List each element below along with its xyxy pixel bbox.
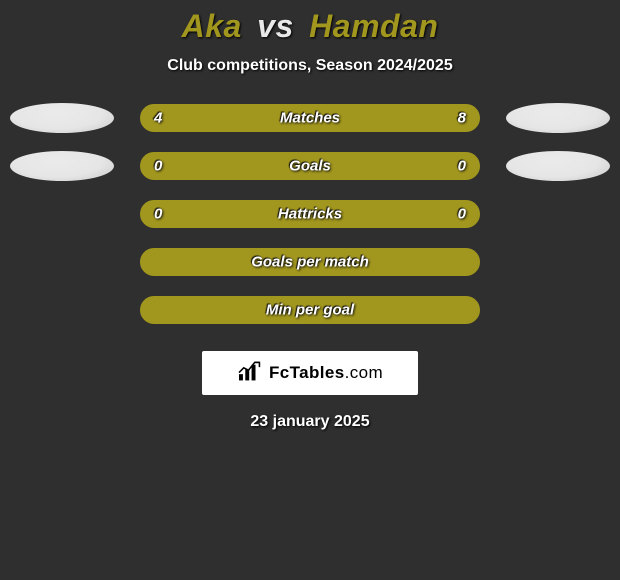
stat-left-value: 4 <box>154 110 162 127</box>
player1-name: Aka <box>182 8 242 44</box>
stat-label: Hattricks <box>278 206 342 223</box>
stats-rows: 4 8 Matches 0 0 Goals 0 0 Hattricks Goals per mat… <box>0 103 620 325</box>
stat-label: Goals per match <box>251 254 369 271</box>
brand-logo-card: FcTables.com <box>202 351 418 395</box>
stat-right-value: 0 <box>458 158 466 175</box>
stat-bar: 0 0 Goals <box>140 152 480 180</box>
stat-right-value: 0 <box>458 206 466 223</box>
player2-marker <box>506 151 610 181</box>
player2-name: Hamdan <box>309 8 438 44</box>
stat-row: Goals per match <box>0 247 620 277</box>
stat-label: Goals <box>289 158 331 175</box>
brand-text: FcTables.com <box>269 363 383 383</box>
player1-marker <box>10 151 114 181</box>
stat-left-value: 0 <box>154 158 162 175</box>
brand-tld: .com <box>345 363 383 382</box>
marker-placeholder <box>480 247 618 277</box>
stat-right-value: 8 <box>458 110 466 127</box>
marker-placeholder <box>480 199 618 229</box>
comparison-card: Aka vs Hamdan Club competitions, Season … <box>0 0 620 431</box>
stat-bar: Goals per match <box>140 248 480 276</box>
bar-fill-right <box>310 154 478 178</box>
marker-placeholder <box>480 295 618 325</box>
stat-row: 4 8 Matches <box>0 103 620 133</box>
stat-label: Min per goal <box>266 302 354 319</box>
brand-main: FcTables <box>269 363 345 382</box>
stat-row: 0 0 Hattricks <box>0 199 620 229</box>
player2-marker <box>506 103 610 133</box>
marker-placeholder <box>2 247 140 277</box>
bar-chart-icon <box>237 360 263 387</box>
subtitle: Club competitions, Season 2024/2025 <box>0 57 620 75</box>
page-title: Aka vs Hamdan <box>0 8 620 45</box>
date-label: 23 january 2025 <box>0 413 620 431</box>
stat-bar: 0 0 Hattricks <box>140 200 480 228</box>
marker-placeholder <box>2 295 140 325</box>
stat-label: Matches <box>280 110 340 127</box>
stat-row: 0 0 Goals <box>0 151 620 181</box>
stat-bar: 4 8 Matches <box>140 104 480 132</box>
stat-bar: Min per goal <box>140 296 480 324</box>
stat-row: Min per goal <box>0 295 620 325</box>
player1-marker <box>10 103 114 133</box>
bar-fill-left <box>142 154 310 178</box>
marker-placeholder <box>2 199 140 229</box>
vs-label: vs <box>257 8 294 44</box>
stat-left-value: 0 <box>154 206 162 223</box>
